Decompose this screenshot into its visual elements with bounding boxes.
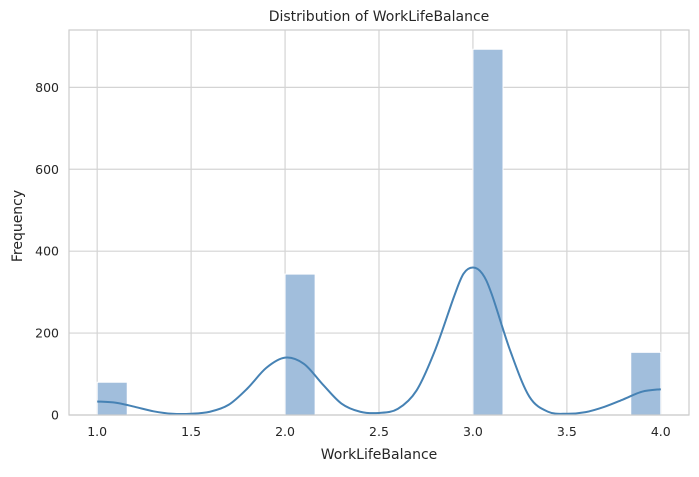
histogram-bars <box>96 48 662 416</box>
histogram-bar <box>472 48 504 416</box>
x-tick-label: 3.5 <box>557 424 577 439</box>
x-tick-label: 2.0 <box>275 424 295 439</box>
x-tick-label: 3.0 <box>463 424 483 439</box>
x-axis-ticks: 1.0 1.5 2.0 2.5 3.0 3.5 4.0 <box>87 424 671 439</box>
y-tick-label: 800 <box>35 80 59 95</box>
chart-title: Distribution of WorkLifeBalance <box>269 9 490 25</box>
y-tick-label: 200 <box>35 326 59 341</box>
grid <box>69 30 689 416</box>
x-tick-label: 1.0 <box>87 424 107 439</box>
y-tick-label: 600 <box>35 162 59 177</box>
x-tick-label: 2.5 <box>369 424 389 439</box>
y-tick-label: 0 <box>51 408 59 423</box>
kde-layer <box>97 266 661 416</box>
plot-border <box>68 29 690 416</box>
y-axis-label: Frequency <box>10 190 26 262</box>
x-tick-label: 4.0 <box>651 424 671 439</box>
kde-line <box>97 266 661 416</box>
x-axis-label: WorkLifeBalance <box>321 447 438 463</box>
y-axis-ticks: 0 200 400 600 800 <box>35 80 59 423</box>
histogram-bar <box>96 381 128 416</box>
histogram-bar <box>284 273 316 416</box>
histogram-bar <box>630 351 662 416</box>
plot-frame <box>68 29 690 416</box>
y-tick-label: 400 <box>35 244 59 259</box>
x-tick-label: 1.5 <box>181 424 201 439</box>
